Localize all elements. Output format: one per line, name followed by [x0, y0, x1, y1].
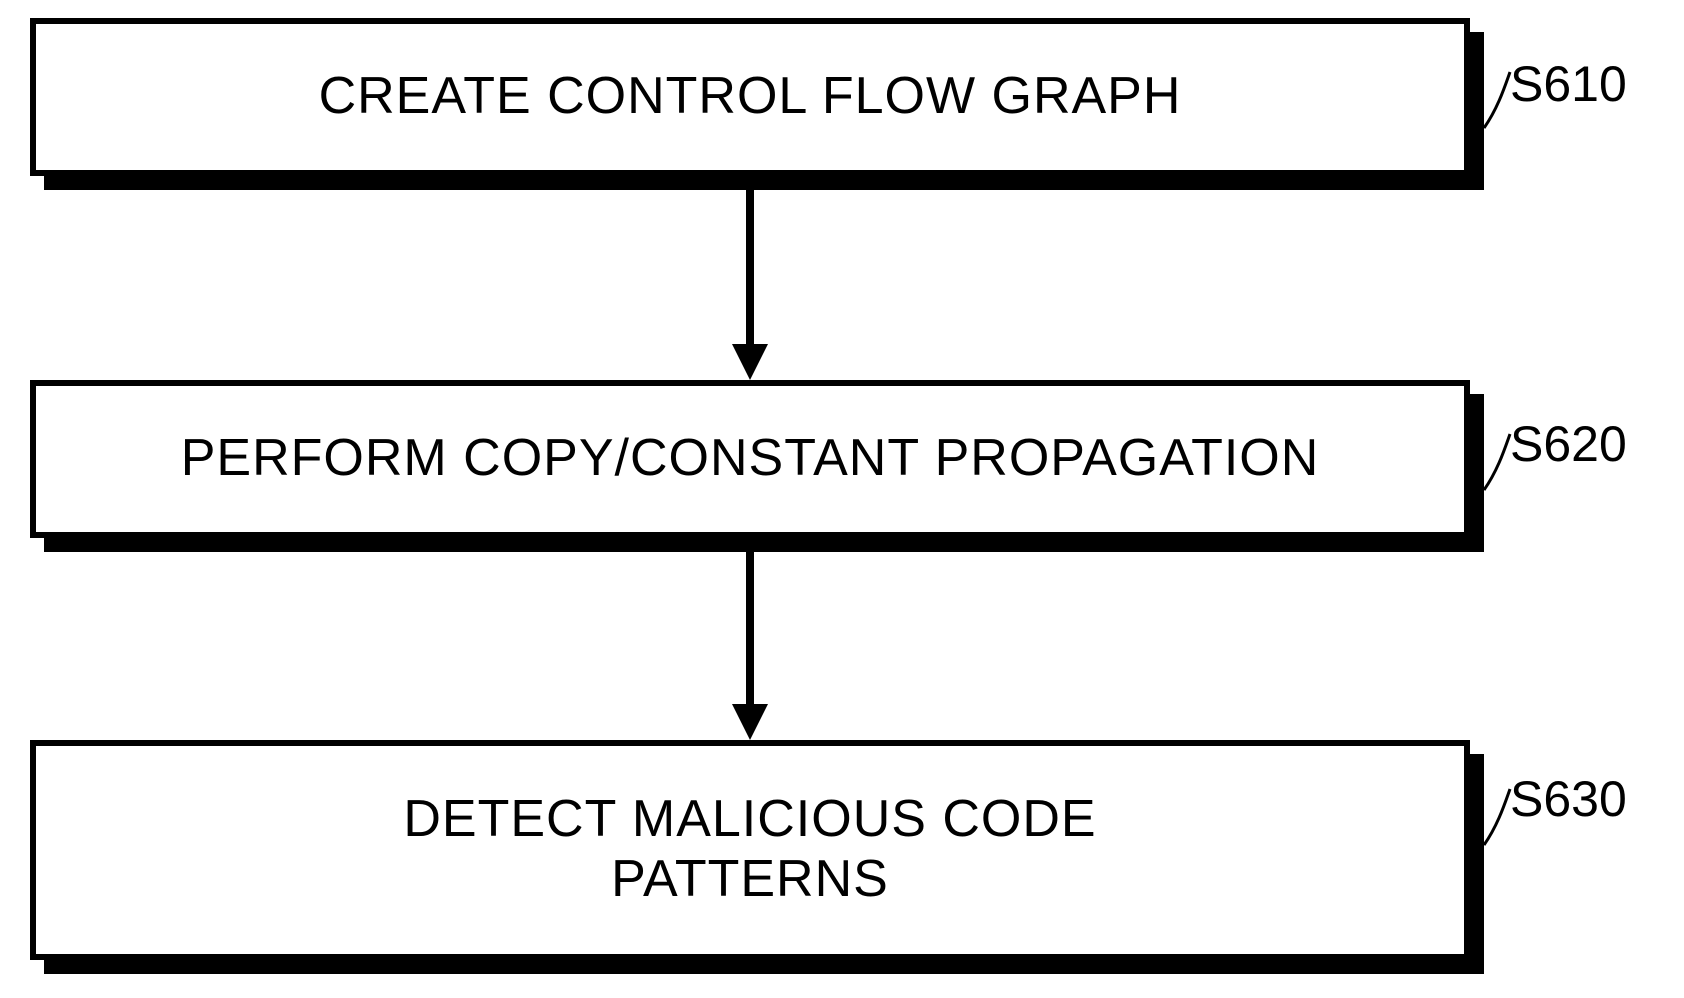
- flow-step-s610: CREATE CONTROL FLOW GRAPH: [30, 18, 1484, 190]
- step-text: CREATE CONTROL FLOW GRAPH: [319, 67, 1182, 127]
- label-connector: [1484, 72, 1510, 128]
- label-connector: [1484, 434, 1510, 490]
- flow-step-s620: PERFORM COPY/CONSTANT PROPAGATION: [30, 380, 1484, 552]
- step-text: DETECT MALICIOUS CODE PATTERNS: [403, 790, 1096, 910]
- step-label-s620: S620: [1510, 415, 1627, 473]
- flow-step-s630: DETECT MALICIOUS CODE PATTERNS: [30, 740, 1484, 974]
- flow-arrow-head-icon: [732, 344, 768, 380]
- label-connector: [1484, 789, 1510, 845]
- label-connectors-group: [1484, 72, 1510, 845]
- step-label-s610: S610: [1510, 55, 1627, 113]
- step-text: PERFORM COPY/CONSTANT PROPAGATION: [181, 429, 1320, 489]
- step-box: PERFORM COPY/CONSTANT PROPAGATION: [30, 380, 1470, 538]
- step-box: CREATE CONTROL FLOW GRAPH: [30, 18, 1470, 176]
- step-box: DETECT MALICIOUS CODE PATTERNS: [30, 740, 1470, 960]
- flowchart-canvas: CREATE CONTROL FLOW GRAPH S610 PERFORM C…: [0, 0, 1684, 998]
- step-label-s630: S630: [1510, 770, 1627, 828]
- flow-arrow-head-icon: [732, 704, 768, 740]
